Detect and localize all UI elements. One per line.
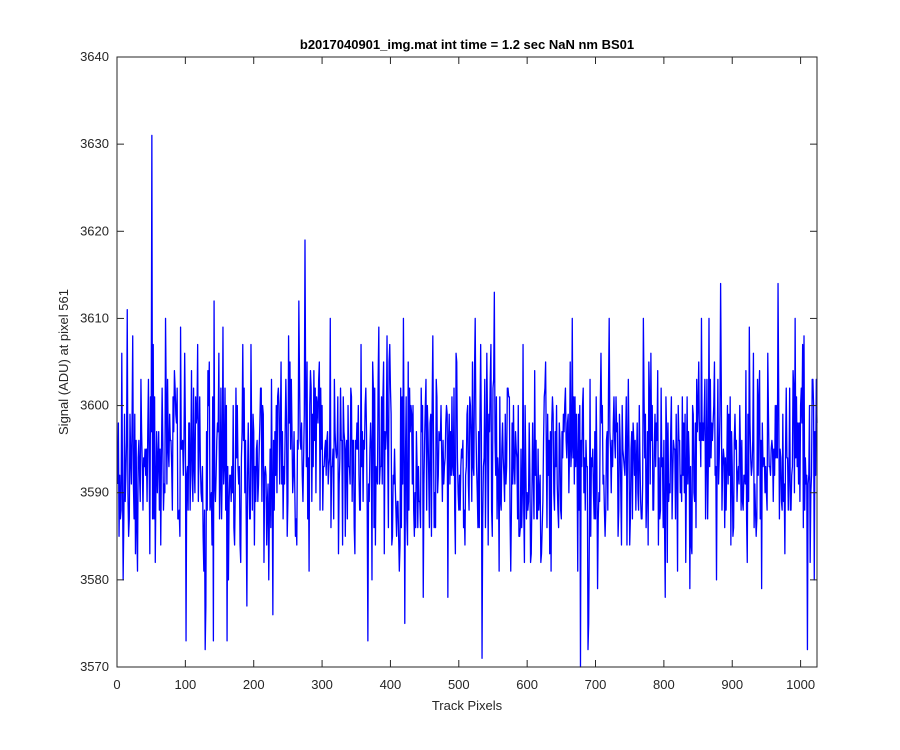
plot-area: [117, 57, 817, 667]
x-tick-label: 300: [311, 677, 333, 692]
series-layer: [117, 134, 818, 668]
y-ticks: 3570 3580 3590 3600 3610 3620 3630 3640: [80, 49, 817, 674]
x-tick-label: 0: [113, 677, 120, 692]
x-tick-label: 900: [721, 677, 743, 692]
y-tick-label: 3630: [80, 136, 109, 151]
x-tick-label: 800: [653, 677, 675, 692]
x-axis-label: Track Pixels: [432, 698, 503, 713]
y-tick-label: 3620: [80, 223, 109, 238]
y-tick-label: 3640: [80, 49, 109, 64]
plot-box: [116, 56, 818, 668]
y-tick-label: 3600: [80, 398, 109, 413]
x-tick-label: 400: [380, 677, 402, 692]
x-tick-label: 500: [448, 677, 470, 692]
x-tick-label: 600: [516, 677, 538, 692]
x-tick-label: 200: [243, 677, 265, 692]
chart-title: b2017040901_img.mat int time = 1.2 sec N…: [300, 37, 634, 52]
y-tick-label: 3590: [80, 485, 109, 500]
y-axis-label: Signal (ADU) at pixel 561: [56, 289, 71, 435]
y-tick-label: 3580: [80, 572, 109, 587]
y-tick-label: 3610: [80, 310, 109, 325]
x-tick-label: 1000: [786, 677, 815, 692]
x-ticks: 0 100 200 300 400 500 600 700 800 900 1000: [113, 57, 815, 692]
series-line: [117, 134, 818, 668]
x-tick-label: 700: [585, 677, 607, 692]
x-tick-label: 100: [175, 677, 197, 692]
y-tick-label: 3570: [80, 659, 109, 674]
